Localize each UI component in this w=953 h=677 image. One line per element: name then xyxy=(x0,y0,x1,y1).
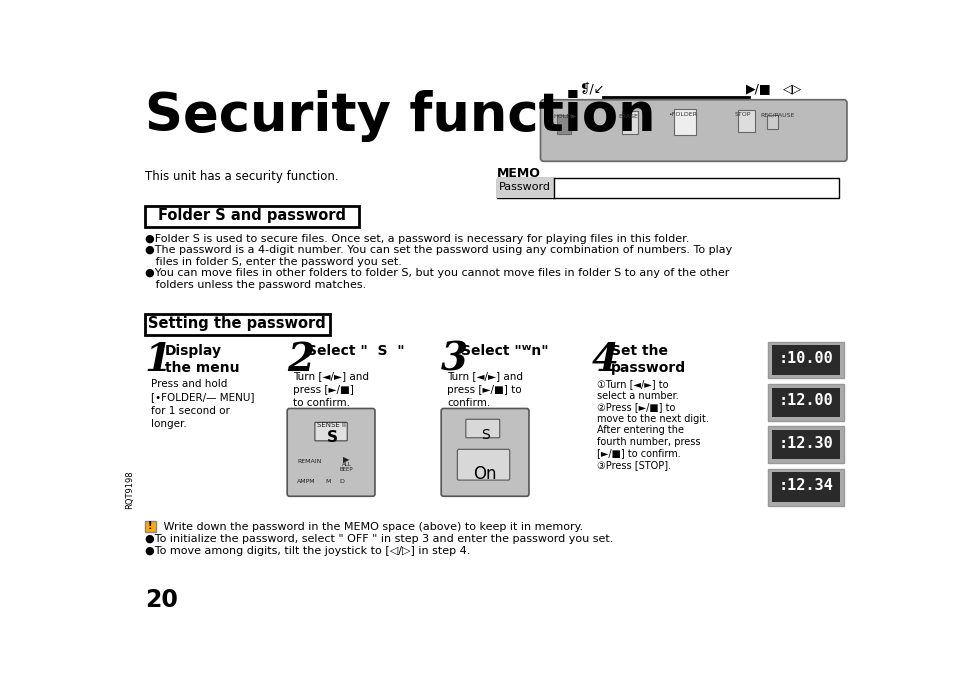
Text: HOLD▶: HOLD▶ xyxy=(553,114,576,118)
Text: ③Press [STOP].: ③Press [STOP]. xyxy=(597,460,671,470)
Text: Write down the password in the MEMO space (above) to keep it in memory.: Write down the password in the MEMO spac… xyxy=(160,522,583,531)
FancyBboxPatch shape xyxy=(440,408,528,496)
Text: select a number.: select a number. xyxy=(597,391,679,401)
Bar xyxy=(145,313,329,334)
Bar xyxy=(767,384,843,421)
Text: After entering the: After entering the xyxy=(597,425,683,435)
FancyBboxPatch shape xyxy=(287,408,375,496)
Text: [►/■] to confirm.: [►/■] to confirm. xyxy=(597,449,680,458)
Text: ◁▷: ◁▷ xyxy=(782,82,801,95)
Text: Setting the password: Setting the password xyxy=(148,315,326,330)
Bar xyxy=(766,115,777,129)
Text: ①Turn [◄/►] to: ①Turn [◄/►] to xyxy=(597,379,668,389)
Text: SENSE II: SENSE II xyxy=(316,422,345,428)
Text: files in folder S, enter the password you set.: files in folder S, enter the password yo… xyxy=(145,257,401,267)
Text: :10.00: :10.00 xyxy=(778,351,833,366)
Text: 2: 2 xyxy=(287,341,314,378)
Text: REC/PAUSE: REC/PAUSE xyxy=(760,112,794,117)
Text: •FOLDER: •FOLDER xyxy=(668,112,697,117)
Bar xyxy=(767,468,843,506)
Text: ●The password is a 4-digit number. You can set the password using any combinatio: ●The password is a 4-digit number. You c… xyxy=(145,245,731,255)
Text: Display
the menu: Display the menu xyxy=(165,344,239,375)
Text: BEEP: BEEP xyxy=(339,467,353,472)
Text: 1: 1 xyxy=(145,341,172,378)
Text: ALL: ALL xyxy=(341,462,351,466)
Bar xyxy=(145,206,358,227)
FancyBboxPatch shape xyxy=(314,422,347,441)
Text: folders unless the password matches.: folders unless the password matches. xyxy=(145,280,366,290)
Text: On: On xyxy=(473,464,497,483)
Text: fourth number, press: fourth number, press xyxy=(597,437,700,447)
Bar xyxy=(767,427,843,463)
Bar xyxy=(737,110,754,132)
Text: 20: 20 xyxy=(145,588,177,612)
Text: ▶: ▶ xyxy=(343,456,350,464)
Text: Turn [◄/►] and
press [►/■] to
confirm.: Turn [◄/►] and press [►/■] to confirm. xyxy=(447,372,523,408)
Text: Select "  S  ": Select " S " xyxy=(307,344,404,358)
Text: AMPM: AMPM xyxy=(297,479,315,483)
Text: 3: 3 xyxy=(440,341,468,378)
Text: S: S xyxy=(480,428,489,441)
Text: ●You can move files in other folders to folder S, but you cannot move files in f: ●You can move files in other folders to … xyxy=(145,268,728,278)
Text: This unit has a security function.: This unit has a security function. xyxy=(145,170,338,183)
Text: MEMO: MEMO xyxy=(497,167,540,181)
Bar xyxy=(497,178,839,198)
Text: Press and hold
[•FOLDER/— MENU]
for 1 second or
longer.: Press and hold [•FOLDER/— MENU] for 1 se… xyxy=(151,379,254,429)
Text: ❡/↙: ❡/↙ xyxy=(578,83,603,95)
Text: :12.30: :12.30 xyxy=(778,435,833,451)
FancyBboxPatch shape xyxy=(456,450,509,480)
Text: STOP: STOP xyxy=(734,112,750,117)
Bar xyxy=(621,110,637,133)
Text: Select "ᵂn": Select "ᵂn" xyxy=(460,344,548,358)
Text: ▶/■: ▶/■ xyxy=(745,82,771,95)
Text: ERASE: ERASE xyxy=(618,114,638,118)
Text: :12.00: :12.00 xyxy=(778,393,833,408)
Text: D: D xyxy=(339,479,344,483)
Text: ②Press [►/■] to: ②Press [►/■] to xyxy=(597,402,675,412)
Text: Set the
password: Set the password xyxy=(611,344,686,375)
Bar xyxy=(767,341,843,378)
Bar xyxy=(557,115,570,133)
Text: Turn [◄/►] and
press [►/■]
to confirm.: Turn [◄/►] and press [►/■] to confirm. xyxy=(293,372,369,408)
Bar xyxy=(772,388,840,417)
Text: ●To initialize the password, select " OFF " in step 3 and enter the password you: ●To initialize the password, select " OF… xyxy=(145,534,613,544)
Bar xyxy=(497,178,553,198)
Text: 4: 4 xyxy=(591,341,618,378)
Text: Security function: Security function xyxy=(145,91,655,142)
Text: S: S xyxy=(327,430,337,445)
Text: !: ! xyxy=(148,521,152,531)
FancyBboxPatch shape xyxy=(540,100,846,161)
Bar xyxy=(772,473,840,502)
Bar xyxy=(772,430,840,459)
Text: Password: Password xyxy=(498,183,551,192)
Text: RQT9198: RQT9198 xyxy=(125,470,133,508)
Text: ●Folder S is used to secure files. Once set, a password is necessary for playing: ●Folder S is used to secure files. Once … xyxy=(145,234,688,244)
Bar xyxy=(772,345,840,374)
Text: Folder S and password: Folder S and password xyxy=(157,208,345,223)
Text: REMAIN: REMAIN xyxy=(297,458,321,464)
Text: ●To move among digits, tilt the joystick to [◁/▷] in step 4.: ●To move among digits, tilt the joystick… xyxy=(145,546,470,556)
Text: move to the next digit.: move to the next digit. xyxy=(597,414,709,424)
Bar xyxy=(145,521,155,531)
FancyBboxPatch shape xyxy=(465,419,499,438)
Text: :12.34: :12.34 xyxy=(778,478,833,493)
Text: M: M xyxy=(325,479,331,483)
Bar xyxy=(674,109,696,135)
